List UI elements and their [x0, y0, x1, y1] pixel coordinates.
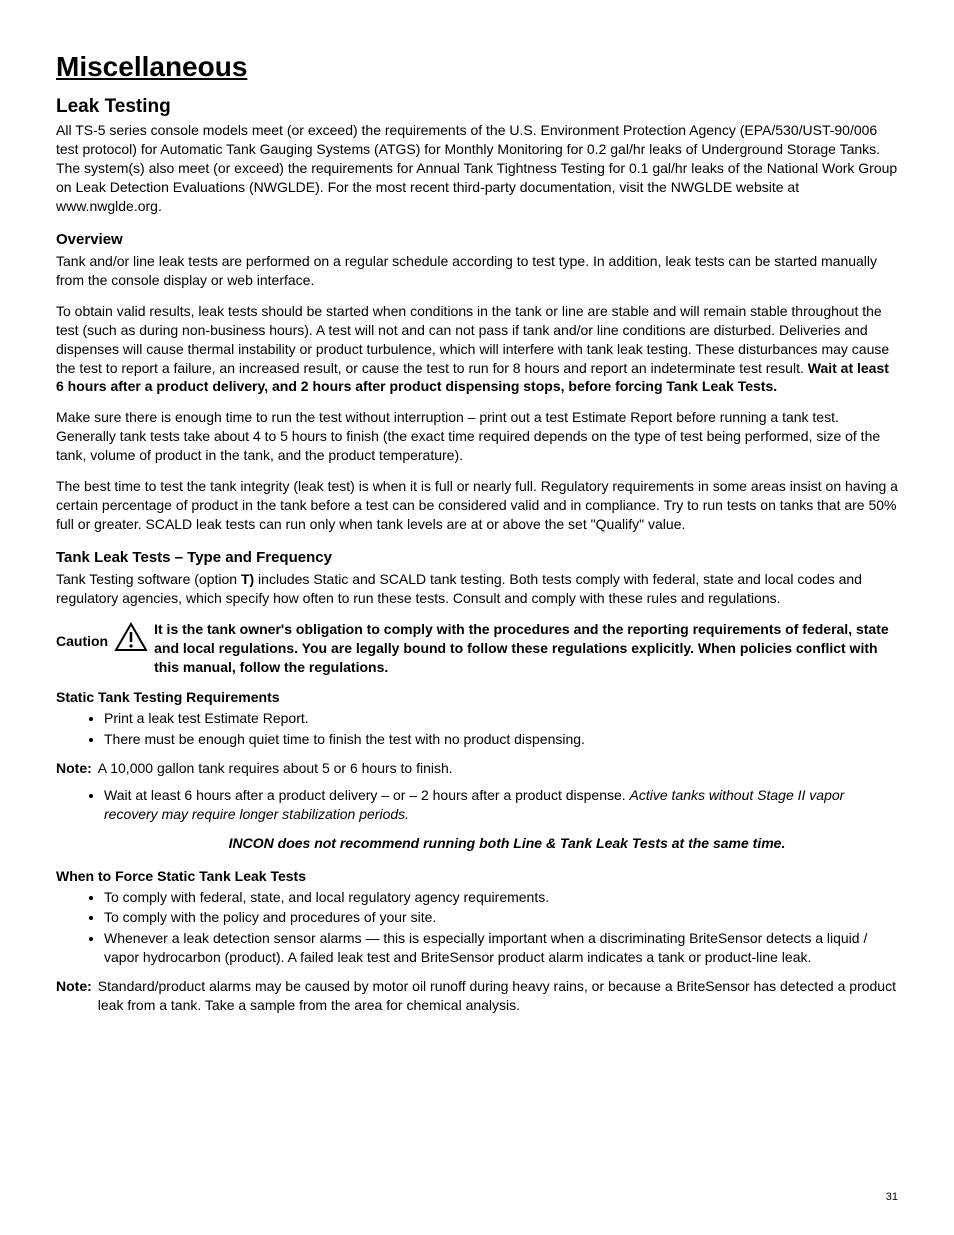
list-item: Print a leak test Estimate Report. — [104, 709, 898, 728]
note-block: Note: Standard/product alarms may be cau… — [56, 977, 898, 1015]
tankleak-p1b: T) — [241, 571, 254, 587]
overview-heading: Overview — [56, 230, 898, 250]
note-label: Note: — [56, 759, 92, 778]
caution-label: Caution — [56, 620, 108, 651]
leak-testing-heading: Leak Testing — [56, 94, 898, 120]
page-number: 31 — [886, 1190, 898, 1205]
list-item: There must be enough quiet time to finis… — [104, 730, 898, 749]
tankleak-p1a: Tank Testing software (option — [56, 571, 241, 587]
list-item: Wait at least 6 hours after a product de… — [104, 786, 898, 824]
overview-p4: The best time to test the tank integrity… — [56, 477, 898, 534]
overview-p3: Make sure there is enough time to run th… — [56, 408, 898, 465]
note-block: Note: A 10,000 gallon tank requires abou… — [56, 759, 898, 778]
list-item: To comply with federal, state, and local… — [104, 888, 898, 907]
caution-block: Caution It is the tank owner's obligatio… — [56, 620, 898, 677]
list-item: To comply with the policy and procedures… — [104, 908, 898, 927]
overview-p1: Tank and/or line leak tests are performe… — [56, 252, 898, 290]
leak-testing-body: All TS-5 series console models meet (or … — [56, 121, 898, 215]
note-text: A 10,000 gallon tank requires about 5 or… — [98, 759, 898, 778]
overview-p2-plain: To obtain valid results, leak tests shou… — [56, 303, 889, 376]
overview-p2: To obtain valid results, leak tests shou… — [56, 302, 898, 396]
tankleak-p1: Tank Testing software (option T) include… — [56, 570, 898, 608]
static-req-list-2: Wait at least 6 hours after a product de… — [56, 786, 898, 824]
static-req-heading: Static Tank Testing Requirements — [56, 688, 898, 707]
list-item: Whenever a leak detection sensor alarms … — [104, 929, 898, 967]
li3-plain: Wait at least 6 hours after a product de… — [104, 787, 630, 803]
caution-text: It is the tank owner's obligation to com… — [154, 620, 898, 677]
note-text: Standard/product alarms may be caused by… — [98, 977, 898, 1015]
incon-recommendation: INCON does not recommend running both Li… — [56, 834, 898, 853]
force-heading: When to Force Static Tank Leak Tests — [56, 867, 898, 886]
force-list: To comply with federal, state, and local… — [56, 888, 898, 968]
page-title: Miscellaneous — [56, 48, 898, 86]
static-req-list: Print a leak test Estimate Report. There… — [56, 709, 898, 749]
caution-icon — [114, 620, 148, 657]
tankleak-heading: Tank Leak Tests – Type and Frequency — [56, 548, 898, 568]
note-label: Note: — [56, 977, 92, 1015]
